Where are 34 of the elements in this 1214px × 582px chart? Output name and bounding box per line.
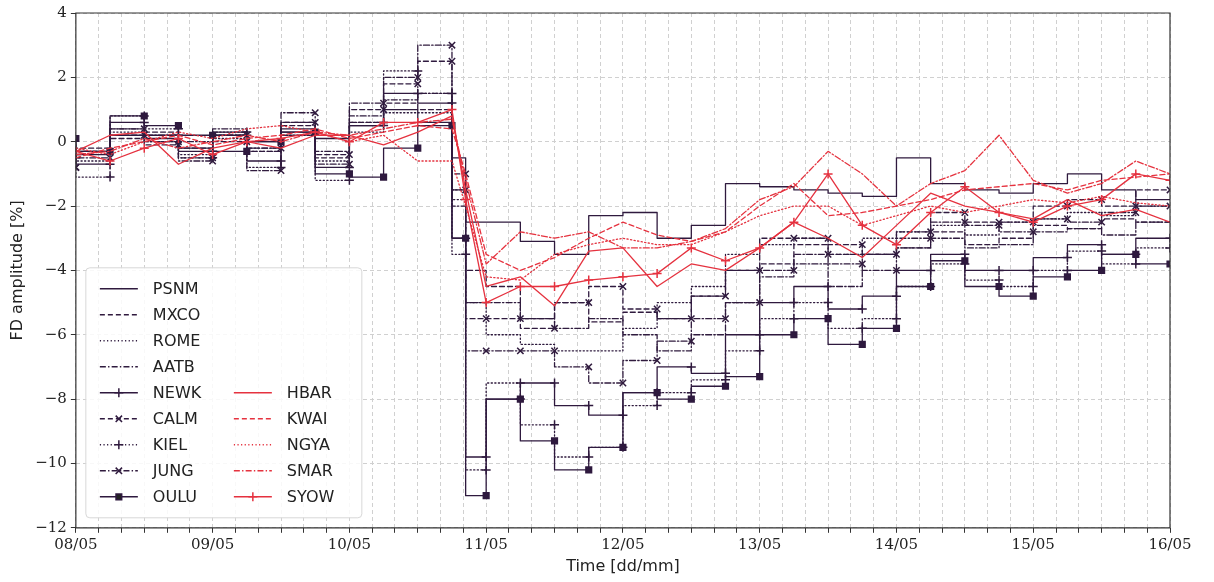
legend-label: NEWK [152,382,202,402]
y-tick-label: 0 [57,131,67,150]
y-tick-label: 4 [57,2,67,21]
legend-label: HBAR [286,382,332,402]
y-tick-label: −8 [44,388,67,407]
legend-label: OULU [152,486,197,506]
legend-label: KIEL [152,434,188,454]
x-tick-label: 11/05 [464,534,508,553]
y-tick-label: −12 [35,517,67,536]
legend-label: MXCO [152,304,201,324]
y-tick-label: −4 [44,260,67,279]
legend-label: SYOW [286,486,335,506]
y-tick-label: −2 [44,195,67,214]
legend-label: JUNG [151,460,194,480]
y-tick-label: −10 [35,453,67,472]
legend-label: ROME [152,330,201,350]
y-tick-label: −6 [44,324,67,343]
legend-label: KWAI [286,408,328,428]
x-tick-label: 08/05 [54,534,98,553]
x-axis-title: Time [dd/mm] [565,555,680,575]
x-tick-label: 09/05 [191,534,235,553]
x-tick-label: 12/05 [601,534,645,553]
legend-label: CALM [152,408,198,428]
x-tick-label: 15/05 [1011,534,1055,553]
x-tick-label: 16/05 [1148,534,1192,553]
x-tick-label: 13/05 [738,534,782,553]
x-tick-label: 10/05 [327,534,372,553]
y-axis-title: FD amplitude [%] [6,200,26,341]
legend-label: AATB [152,356,195,376]
x-tick-label: 14/05 [874,534,919,553]
y-tick-label: 2 [57,67,67,86]
legend-label: PSNM [152,278,199,298]
legend-label: SMAR [286,460,333,480]
legend-label: NGYA [286,434,330,454]
